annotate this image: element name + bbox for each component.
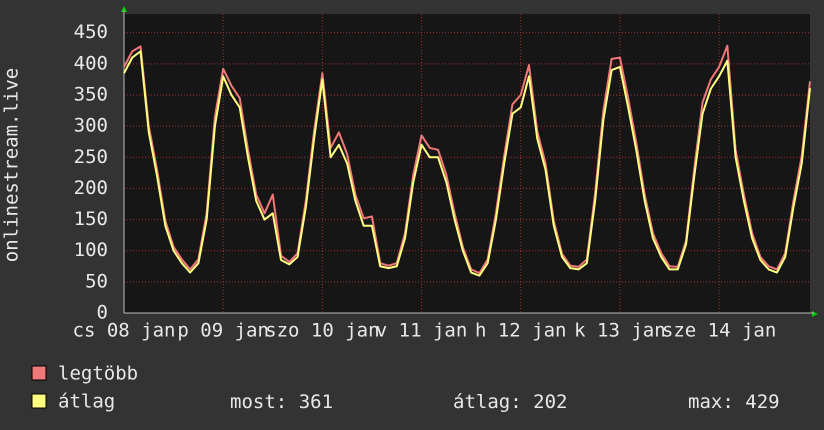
y-tick-label: 300: [74, 115, 108, 137]
y-tick-label: 150: [74, 208, 108, 230]
y-tick-label: 350: [74, 83, 108, 105]
stat: átlag: 202: [453, 391, 567, 413]
stat-value: 429: [745, 391, 779, 413]
y-tick-label: 250: [74, 146, 108, 168]
series-line: [123, 44, 811, 275]
stat-label: most:: [230, 391, 287, 413]
x-tick-label: cs 08 jan: [73, 320, 176, 342]
series-line: [123, 50, 811, 277]
y-tick-label: 400: [74, 52, 108, 74]
stat: most: 361: [230, 391, 333, 413]
stat-value: 361: [299, 391, 333, 413]
x-tick-label: v 11 jan: [376, 320, 468, 342]
y-tick-label: 0: [97, 302, 108, 324]
legend-swatch: [31, 365, 47, 381]
y-tick-label: 450: [74, 21, 108, 43]
legend-label: átlag: [58, 391, 115, 413]
stat: max: 429: [688, 391, 780, 413]
x-tick-label: sze 14 jan: [662, 320, 776, 342]
x-tick-label: p 09 jan: [177, 320, 269, 342]
y-axis-label: onlinestream.live: [1, 68, 23, 262]
y-tick-label: 100: [74, 239, 108, 261]
y-tick-label: 200: [74, 177, 108, 199]
plot-area: [124, 14, 810, 313]
stat-value: 202: [533, 391, 567, 413]
x-tick-label: k 13 jan: [574, 320, 666, 342]
legend-label: legtöbb: [58, 363, 138, 385]
x-tick-label: h 12 jan: [475, 320, 567, 342]
axis-arrow: [121, 6, 127, 12]
stat-label: max:: [688, 391, 734, 413]
y-tick-label: 50: [85, 270, 108, 292]
legend-swatch: [31, 393, 47, 409]
stat-label: átlag:: [453, 391, 522, 413]
x-tick-label: szo 10 jan: [265, 320, 379, 342]
